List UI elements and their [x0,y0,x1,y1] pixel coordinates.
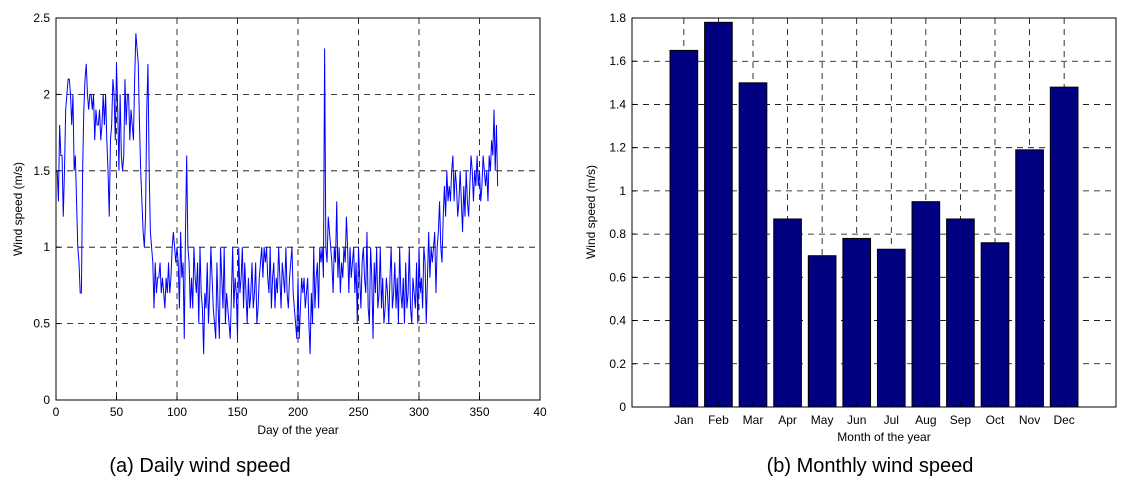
monthly-wind-bars [669,21,1079,408]
monthly-y-tick-label: 1 [619,184,626,198]
monthly-chart-caption: (b) Monthly wind speed [767,455,974,477]
monthly-wind-chart: Jan Feb Mar Apr May Jun Jul Aug Sep Oct Nov Dec 0 0.… [584,11,1117,477]
daily-y-tick-label: 1.5 [33,164,50,178]
monthly-x-axis-label: Month of the year [837,430,930,444]
monthly-bar-feb [704,21,733,408]
monthly-x-tick-label: Dec [1053,413,1074,427]
monthly-bar-jun [842,237,872,408]
daily-x-tick-label: 40 [533,405,547,419]
monthly-bar-jul [876,248,906,408]
daily-x-tick-label: 200 [288,405,308,419]
monthly-bar-aug [911,201,941,408]
monthly-bar-may [807,255,837,408]
monthly-x-tick-label: Feb [708,413,729,427]
daily-x-tick-label: 250 [348,405,368,419]
monthly-y-tick-label: 0 [619,400,626,414]
daily-x-tick-label: 150 [227,405,247,419]
monthly-y-tick-label: 1.6 [609,54,626,68]
monthly-x-tick-label: Mar [743,413,764,427]
daily-x-tick-label: 300 [409,405,429,419]
daily-y-ticks: 0 0.5 1 1.5 2 2.5 [33,11,60,407]
monthly-bar-mar [738,82,768,408]
monthly-bar-nov [1015,149,1044,408]
monthly-bar-dec [1049,86,1079,408]
monthly-x-tick-label: Jun [847,413,866,427]
monthly-x-ticks: Jan Feb Mar Apr May Jun Jul Aug Sep Oct Nov Dec [674,403,1075,427]
monthly-x-tick-label: Sep [950,413,972,427]
daily-wind-chart: 0 50 100 150 200 250 300 350 40 0 0.5 1 1.5 2 2.5 Day… [11,11,547,477]
daily-x-ticks: 0 50 100 150 200 250 300 350 40 [53,396,547,419]
monthly-y-axis-label: Wind speed (m/s) [584,165,598,259]
daily-x-tick-label: 350 [469,405,489,419]
monthly-bar-oct [980,242,1010,408]
daily-wind-series [56,33,499,355]
monthly-x-tick-label: Jul [884,413,899,427]
monthly-x-tick-label: May [811,413,834,427]
daily-y-tick-label: 0.5 [33,317,50,331]
daily-x-axis-label: Day of the year [257,423,338,437]
monthly-y-ticks: 0 0.2 0.4 0.6 0.8 1 1.2 1.4 1.6 1.8 [609,11,636,414]
monthly-chart-frame [631,17,1117,408]
monthly-y-tick-label: 0.8 [609,227,626,241]
monthly-x-tick-label: Jan [674,413,693,427]
monthly-x-tick-label: Apr [778,413,797,427]
daily-x-tick-label: 0 [53,405,60,419]
monthly-y-tick-label: 0.2 [609,357,626,371]
daily-chart-caption: (a) Daily wind speed [109,455,290,477]
monthly-x-tick-label: Nov [1019,413,1040,427]
daily-y-tick-label: 0 [43,393,50,407]
monthly-y-tick-label: 0.4 [609,314,626,328]
monthly-y-tick-label: 1.8 [609,11,626,25]
monthly-y-tick-label: 1.4 [609,97,626,111]
daily-y-tick-label: 2.5 [33,11,50,25]
monthly-x-tick-label: Aug [915,413,936,427]
monthly-x-tick-label: Oct [986,413,1005,427]
monthly-y-tick-label: 1.2 [609,141,626,155]
daily-wind-line [56,33,499,355]
monthly-y-tick-label: 0.6 [609,270,626,284]
monthly-bar-sep [946,218,975,408]
daily-x-tick-label: 100 [167,405,187,419]
monthly-bar-apr [773,218,802,408]
daily-chart-grid [56,18,540,400]
daily-y-tick-label: 2 [43,87,50,101]
daily-x-tick-label: 50 [110,405,124,419]
daily-y-tick-label: 1 [43,240,50,254]
daily-y-axis-label: Wind speed (m/s) [11,162,25,256]
monthly-bar-jan [669,49,699,408]
